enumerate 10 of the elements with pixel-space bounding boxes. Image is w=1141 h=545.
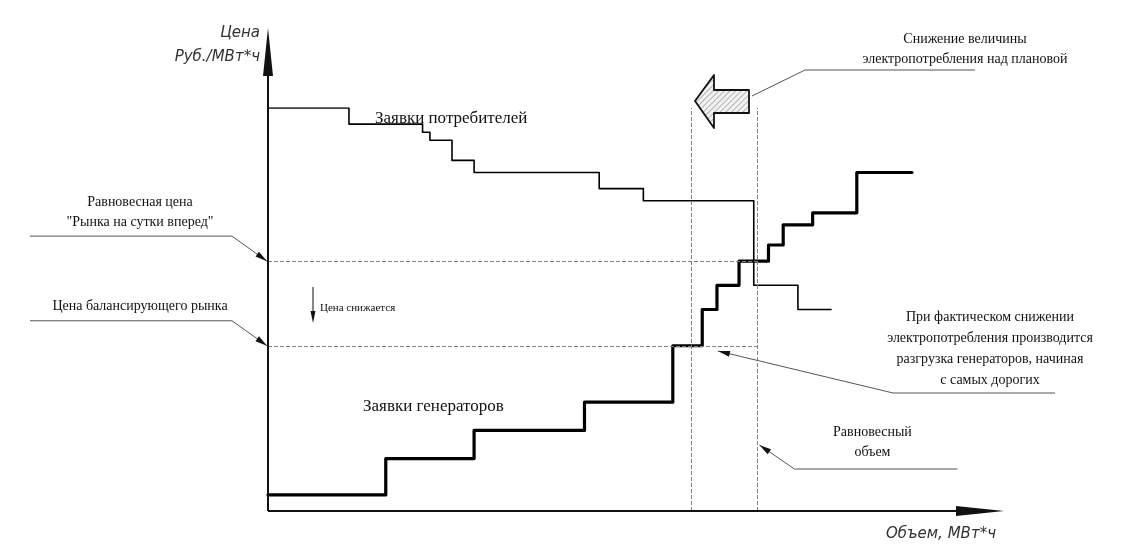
series-label: Заявки генераторов xyxy=(363,395,504,415)
annotation: Цена снижается xyxy=(320,301,396,313)
annotation: При фактическом снижении электропотребления производится разгрузка генераторов, начиная с самых дорогих xyxy=(887,309,1094,387)
y-axis-title: Цена Руб./МВт*ч xyxy=(174,23,261,65)
ref-line-label: Цена балансирующего рынка xyxy=(52,298,229,314)
text: Снижение величины электропотребления над плановой xyxy=(862,30,1069,66)
ref-line-label: Равновесная цена "Рынка на сутки вперед" xyxy=(66,193,214,229)
annotation: Равновесный объем xyxy=(833,423,913,459)
series-label: Заявки потребителей xyxy=(375,107,528,127)
x-axis-title: Объем, МВт*ч xyxy=(885,523,997,542)
